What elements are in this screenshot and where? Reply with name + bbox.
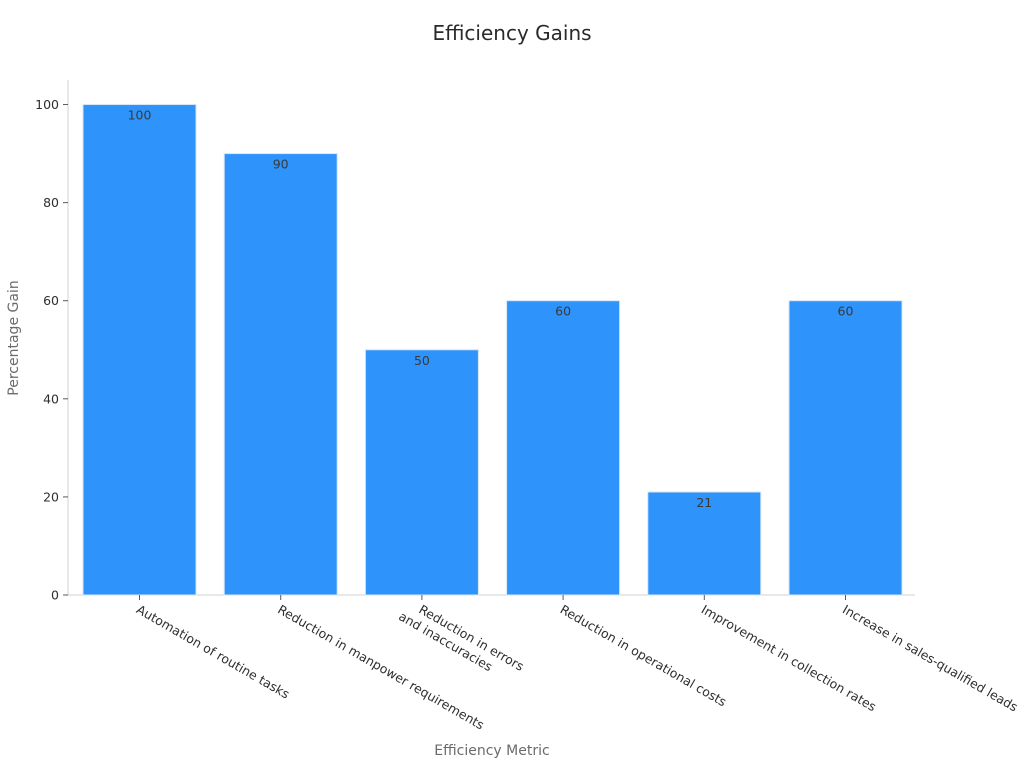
y-tick-label: 0 bbox=[51, 588, 59, 603]
x-tick-label: Reduction in operational costs bbox=[558, 602, 730, 710]
bar bbox=[223, 153, 338, 596]
x-axis-title: Efficiency Metric bbox=[434, 743, 549, 759]
bar-value-label: 60 bbox=[555, 304, 571, 319]
bar-value-label: 21 bbox=[696, 495, 712, 510]
bar-value-label: 100 bbox=[128, 108, 152, 123]
x-tick-label-line: Automation of routine tasks bbox=[134, 602, 292, 702]
bar bbox=[788, 300, 903, 596]
y-tick-label: 60 bbox=[43, 293, 59, 308]
bar bbox=[506, 300, 621, 596]
bar-value-label: 90 bbox=[273, 157, 289, 172]
bar-value-label: 60 bbox=[838, 304, 854, 319]
y-tick-label: 40 bbox=[43, 391, 59, 406]
bar bbox=[364, 349, 479, 596]
x-tick-label-line: Reduction in operational costs bbox=[558, 602, 730, 710]
bar-value-label: 50 bbox=[414, 353, 430, 368]
y-tick-label: 80 bbox=[43, 195, 59, 210]
y-tick-label: 100 bbox=[35, 97, 59, 112]
x-tick-label: Automation of routine tasks bbox=[134, 602, 292, 702]
y-tick-label: 20 bbox=[43, 489, 59, 504]
plot-area: 0 20 40 60 80 100 100 Automation of routine tas… bbox=[35, 80, 1021, 733]
x-tick-label: Reduction in errorsand inaccuracies bbox=[396, 595, 526, 688]
bar bbox=[82, 104, 197, 596]
y-axis-title: Percentage Gain bbox=[6, 280, 22, 395]
bar bbox=[647, 491, 762, 596]
chart-title: Efficiency Gains bbox=[432, 21, 591, 45]
